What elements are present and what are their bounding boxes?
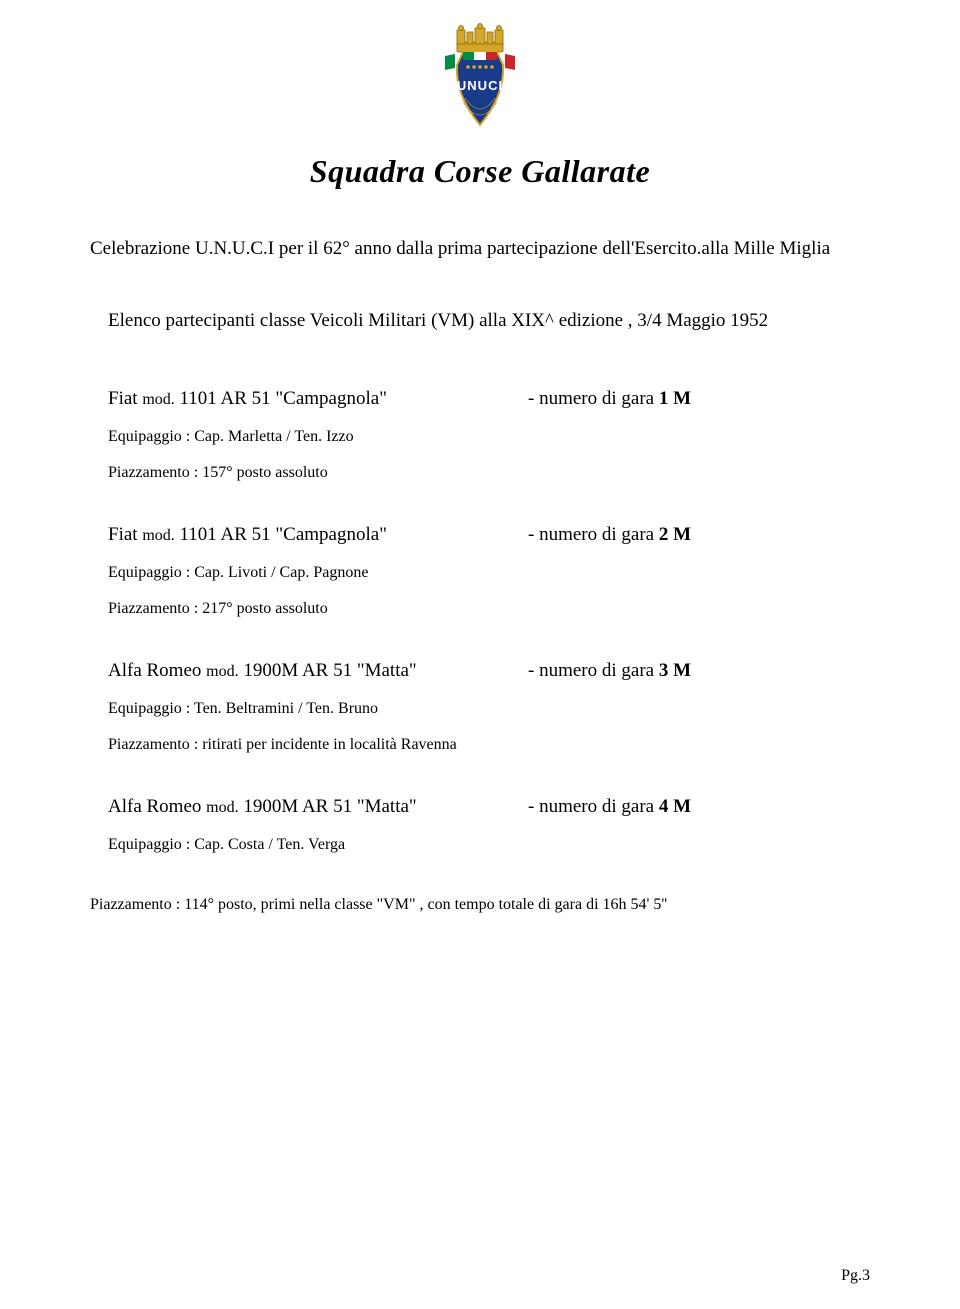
unuci-logo: UNUCI xyxy=(425,20,535,140)
crew: Equipaggio : Cap. Costa / Ten. Verga xyxy=(108,836,870,854)
vehicle-model: 1900M AR 51 "Matta" xyxy=(239,796,417,817)
celebration-subtitle: Celebrazione U.N.U.C.I per il 62° anno d… xyxy=(90,238,870,260)
vehicle-prefix: Alfa Romeo xyxy=(108,796,206,817)
vehicle-mod-label: mod. xyxy=(142,391,174,408)
page-number: Pg.3 xyxy=(841,1267,870,1285)
vehicle-name: Alfa Romeo mod. 1900M AR 51 "Matta" xyxy=(108,660,528,682)
vehicle-mod-label: mod. xyxy=(206,799,238,816)
crew: Equipaggio : Cap. Marletta / Ten. Izzo xyxy=(108,428,870,446)
race-number: - numero di gara 4 M xyxy=(528,796,691,818)
race-number-label: - numero di gara xyxy=(528,524,659,545)
vehicle-prefix: Alfa Romeo xyxy=(108,660,206,681)
vehicle-model: 1101 AR 51 "Campagnola" xyxy=(175,524,387,545)
logo-container: UNUCI xyxy=(90,20,870,145)
vehicle-prefix: Fiat xyxy=(108,388,142,409)
vehicle-name: Alfa Romeo mod. 1900M AR 51 "Matta" xyxy=(108,796,528,818)
entry-header: Fiat mod. 1101 AR 51 "Campagnola"- numer… xyxy=(108,388,870,410)
entry: Fiat mod. 1101 AR 51 "Campagnola"- numer… xyxy=(108,524,870,618)
vehicle-model: 1900M AR 51 "Matta" xyxy=(239,660,417,681)
race-number-label: - numero di gara xyxy=(528,660,659,681)
entry: Alfa Romeo mod. 1900M AR 51 "Matta"- num… xyxy=(108,796,870,854)
entry-header: Alfa Romeo mod. 1900M AR 51 "Matta"- num… xyxy=(108,796,870,818)
entry: Alfa Romeo mod. 1900M AR 51 "Matta"- num… xyxy=(108,660,870,754)
race-number-value: 4 M xyxy=(659,796,691,817)
placement: Piazzamento : ritirati per incidente in … xyxy=(108,736,870,754)
race-number: - numero di gara 2 M xyxy=(528,524,691,546)
vehicle-prefix: Fiat xyxy=(108,524,142,545)
entry-header: Fiat mod. 1101 AR 51 "Campagnola"- numer… xyxy=(108,524,870,546)
race-number: - numero di gara 1 M xyxy=(528,388,691,410)
race-number-value: 2 M xyxy=(659,524,691,545)
crew: Equipaggio : Cap. Livoti / Cap. Pagnone xyxy=(108,564,870,582)
participants-heading: Elenco partecipanti classe Veicoli Milit… xyxy=(108,310,870,332)
page-title: Squadra Corse Gallarate xyxy=(90,153,870,190)
crew: Equipaggio : Ten. Beltramini / Ten. Brun… xyxy=(108,700,870,718)
placement: Piazzamento : 157° posto assoluto xyxy=(108,464,870,482)
vehicle-model: 1101 AR 51 "Campagnola" xyxy=(175,388,387,409)
race-number: - numero di gara 3 M xyxy=(528,660,691,682)
vehicle-mod-label: mod. xyxy=(206,663,238,680)
placement: Piazzamento : 114° posto, primi nella cl… xyxy=(90,896,870,914)
placement: Piazzamento : 217° posto assoluto xyxy=(108,600,870,618)
race-number-label: - numero di gara xyxy=(528,388,659,409)
entry-header: Alfa Romeo mod. 1900M AR 51 "Matta"- num… xyxy=(108,660,870,682)
vehicle-name: Fiat mod. 1101 AR 51 "Campagnola" xyxy=(108,524,528,546)
vehicle-mod-label: mod. xyxy=(142,527,174,544)
race-number-value: 1 M xyxy=(659,388,691,409)
race-number-value: 3 M xyxy=(659,660,691,681)
entry: Fiat mod. 1101 AR 51 "Campagnola"- numer… xyxy=(108,388,870,482)
svg-text:UNUCI: UNUCI xyxy=(457,78,503,93)
vehicle-name: Fiat mod. 1101 AR 51 "Campagnola" xyxy=(108,388,528,410)
entries-list: Fiat mod. 1101 AR 51 "Campagnola"- numer… xyxy=(90,388,870,914)
race-number-label: - numero di gara xyxy=(528,796,659,817)
